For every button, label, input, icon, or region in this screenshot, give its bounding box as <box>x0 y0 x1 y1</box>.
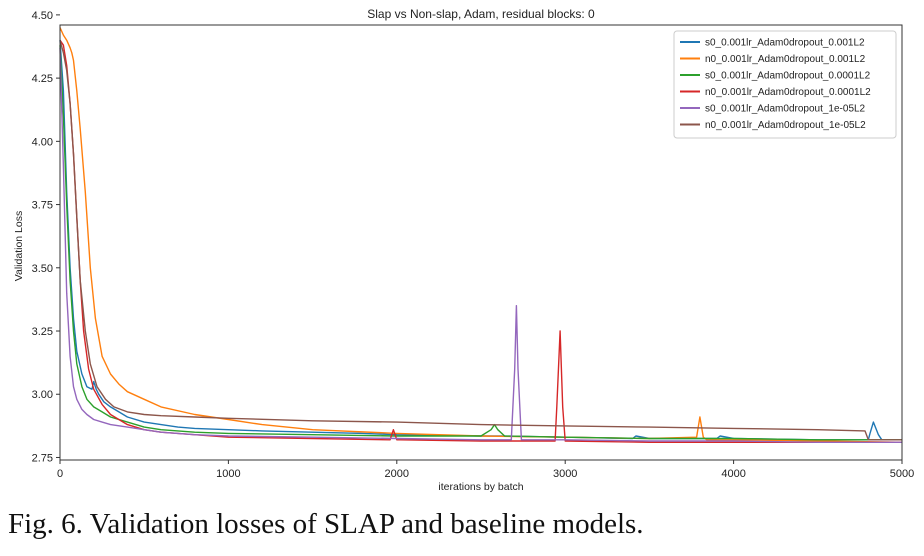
chart-title: Slap vs Non-slap, Adam, residual blocks:… <box>367 7 595 21</box>
y-tick-label: 3.75 <box>32 200 53 212</box>
series-line-2 <box>59 27 903 443</box>
x-tick-label: 0 <box>57 468 63 480</box>
legend-label: n0_0.001lr_Adam0dropout_0.0001L2 <box>705 87 871 98</box>
y-tick-label: 4.50 <box>32 10 53 22</box>
legend-label: s0_0.001lr_Adam0dropout_1e-05L2 <box>705 104 866 115</box>
series-line-6 <box>59 40 902 441</box>
legend-label: s0_0.001lr_Adam0dropout_0.0001L2 <box>705 71 871 82</box>
series-line-3 <box>59 45 902 441</box>
x-axis-label: iterations by batch <box>438 481 523 493</box>
legend-label: n0_0.001lr_Adam0dropout_1e-05L2 <box>705 120 866 131</box>
series-line-5 <box>59 47 902 443</box>
x-tick-label: 2000 <box>385 468 409 480</box>
legend-label: n0_0.001lr_Adam0dropout_0.001L2 <box>705 54 866 65</box>
x-tick-label: 4000 <box>721 468 745 480</box>
legend-box <box>673 30 897 139</box>
y-tick-label: 3.25 <box>32 326 53 338</box>
y-tick-label: 3.50 <box>32 263 53 275</box>
y-axis-label: Validation Loss <box>13 211 25 281</box>
y-tick-label: 4.00 <box>32 136 53 148</box>
x-tick-label: 3000 <box>553 468 577 480</box>
x-tick-label: 1000 <box>216 468 240 480</box>
legend-label: s0_0.001lr_Adam0dropout_0.001L2 <box>705 38 865 49</box>
series-layer <box>59 27 903 443</box>
x-tick-label: 5000 <box>890 468 914 480</box>
y-tick-label: 3.00 <box>32 389 53 401</box>
plot-frame <box>59 24 903 461</box>
figure-caption: Fig. 6. Validation losses of SLAP and ba… <box>8 508 644 540</box>
validation-loss-chart: Slap vs Non-slap, Adam, residual blocks:… <box>13 7 915 493</box>
ticks-layer: 0 1000 2000 3000 4000 5000 2.75 3.00 3.25 3.50 3.7… <box>32 10 915 480</box>
legend: s0_0.001lr_Adam0dropout_0.001L2 n0_0.001l… <box>673 30 897 139</box>
y-tick-label: 2.75 <box>32 452 53 464</box>
y-tick-label: 4.25 <box>32 73 53 85</box>
